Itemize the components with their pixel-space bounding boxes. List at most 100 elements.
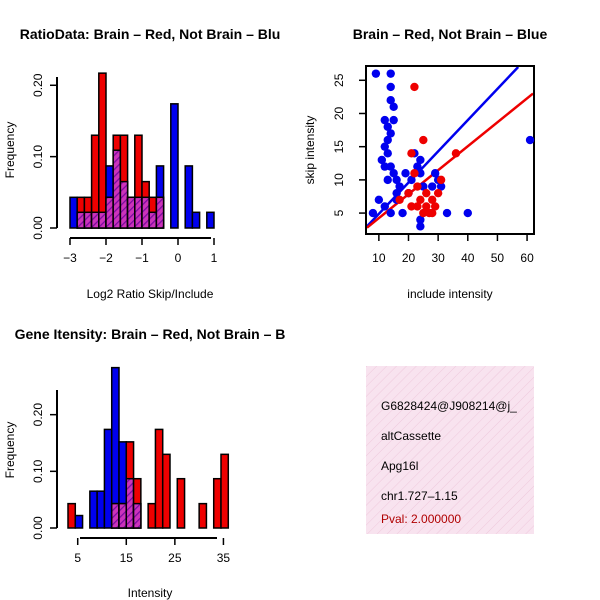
bar-brain <box>220 453 230 529</box>
point-not-brain <box>392 188 401 198</box>
point-brain <box>419 135 428 145</box>
bar-overlap <box>105 196 114 229</box>
x-tick-label: 1 <box>211 251 218 265</box>
point-not-brain <box>389 102 398 112</box>
point-not-brain <box>416 215 425 224</box>
point-not-brain <box>386 69 395 78</box>
point-not-brain <box>380 162 389 171</box>
bar-overlap <box>76 211 86 229</box>
point-brain <box>422 202 431 211</box>
fit-line <box>367 92 533 229</box>
bar-brain <box>161 453 171 529</box>
bar-brain <box>176 477 186 529</box>
bar-not-brain <box>74 514 84 529</box>
bar-overlap <box>126 196 136 229</box>
point-not-brain <box>416 222 425 231</box>
x-tick-label: 20 <box>402 251 416 265</box>
x-tick-label: 60 <box>520 251 534 265</box>
scatter-title: Brain – Red, Not Brain – Blue <box>353 26 548 42</box>
ratio-hist-title: RatioData: Brain – Red, Not Brain – Blu <box>20 26 281 42</box>
x-tick-label: 35 <box>217 551 231 565</box>
point-brain <box>410 82 419 92</box>
bar-not-brain <box>96 490 106 529</box>
intensity-scatter: Brain – Red, Not Brain – Blue 10 20 30 40 50… <box>303 26 547 301</box>
x-tick-label: 5 <box>74 551 81 565</box>
y-tick-label: 25 <box>332 73 346 87</box>
y-tick-label: 0.10 <box>31 459 45 483</box>
point-not-brain <box>389 115 398 125</box>
point-not-brain <box>428 182 437 191</box>
point-brain <box>395 195 404 204</box>
point-brain <box>430 202 440 211</box>
scatter-fit-lines <box>367 67 533 229</box>
event-type: altCassette <box>381 429 441 443</box>
gene-name: Apg16l <box>381 459 418 473</box>
point-brain <box>410 169 419 178</box>
intensity-hist-title: Gene Itensity: Brain – Red, Not Brain – … <box>15 326 286 342</box>
point-not-brain <box>398 208 407 218</box>
point-brain <box>413 182 422 191</box>
intensity-hist-y-label: Frequency <box>3 422 17 479</box>
point-brain <box>404 188 413 198</box>
point-brain <box>433 188 443 198</box>
intensity-histogram: Gene Itensity: Brain – Red, Not Brain – … <box>3 326 285 600</box>
y-tick-label: 0.10 <box>31 145 45 169</box>
x-tick-label: 40 <box>461 251 475 265</box>
point-brain <box>413 202 422 211</box>
point-not-brain <box>463 208 472 218</box>
bar-overlap <box>141 196 150 229</box>
ratio-hist-x-label: Log2 Ratio Skip/Include <box>87 287 214 301</box>
y-tick-label: 0.00 <box>31 216 45 240</box>
point-not-brain <box>386 96 395 105</box>
bar-overlap <box>148 211 158 229</box>
point-brain <box>422 188 431 198</box>
bar-brain <box>147 502 157 529</box>
bar-overlap <box>119 180 129 229</box>
point-not-brain <box>413 162 422 171</box>
scatter-x-label: include intensity <box>407 287 492 301</box>
point-not-brain <box>386 129 395 138</box>
point-not-brain <box>436 182 446 191</box>
y-tick-label: 0.20 <box>31 73 45 97</box>
bar-overlap <box>134 196 143 229</box>
bar-overlap <box>155 196 165 229</box>
y-tick-label: 20 <box>332 106 346 120</box>
locus: chr1.727–1.15 <box>381 489 458 503</box>
bar-not-brain <box>69 196 78 229</box>
x-tick-label: 50 <box>491 251 505 265</box>
point-not-brain <box>383 175 392 185</box>
bar-brain <box>67 502 77 529</box>
point-not-brain <box>383 122 392 131</box>
intensity-hist-axes: 5 15 25 35 0.00 0.10 0.20 <box>31 390 230 565</box>
point-not-brain <box>371 69 381 78</box>
scatter-frame <box>365 65 535 235</box>
scatter-points <box>368 69 535 231</box>
scatter-y-label: skip intensity <box>303 116 317 185</box>
point-not-brain <box>383 135 392 145</box>
point-not-brain <box>525 135 535 145</box>
point-not-brain <box>392 175 401 185</box>
intensity-hist-bars <box>67 366 230 529</box>
bar-overlap <box>83 211 93 229</box>
point-not-brain <box>419 182 428 191</box>
bar-not-brain <box>206 211 215 229</box>
point-not-brain <box>380 142 389 151</box>
y-tick-label: 15 <box>332 140 346 154</box>
point-not-brain <box>383 149 392 158</box>
point-not-brain <box>380 115 389 125</box>
bar-brain <box>98 72 107 229</box>
point-not-brain <box>386 162 395 171</box>
point-brain <box>407 149 416 158</box>
y-tick-label: 5 <box>332 209 346 216</box>
point-not-brain <box>395 182 404 191</box>
ratio-histogram: RatioData: Brain – Red, Not Brain – Blu … <box>3 26 280 301</box>
ratio-hist-axes: −3 −2 −1 0 1 0.00 0.10 0.20 <box>31 73 218 265</box>
point-not-brain <box>442 208 452 218</box>
bar-not-brain <box>89 490 98 529</box>
point-not-brain <box>416 155 425 165</box>
point-brain <box>436 175 446 185</box>
point-not-brain <box>389 169 398 178</box>
point-brain <box>419 208 428 218</box>
x-tick-label: 25 <box>168 551 182 565</box>
info-panel-background <box>366 366 534 534</box>
